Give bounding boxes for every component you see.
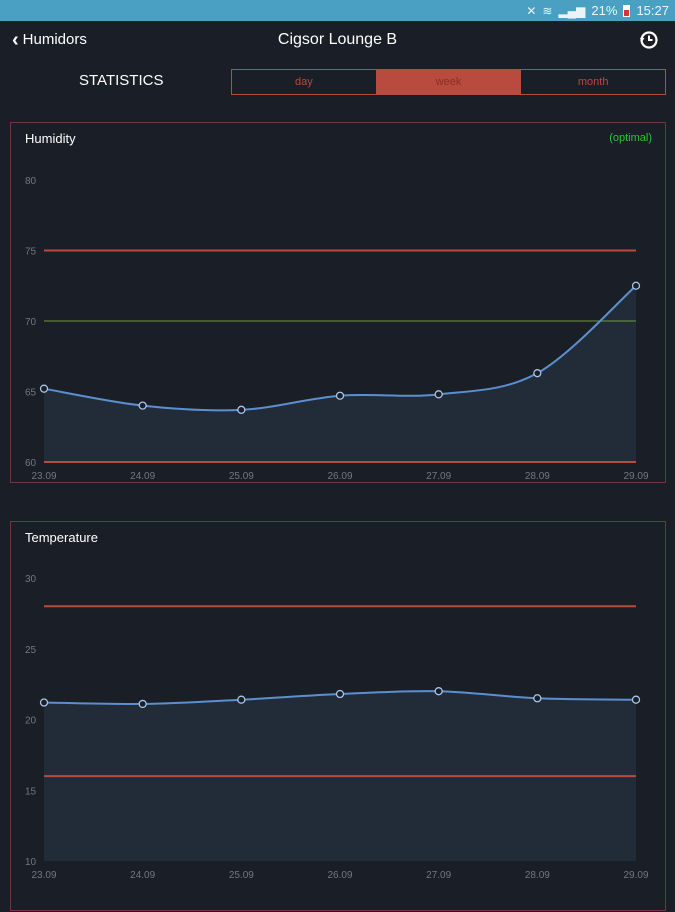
statistics-label: STATISTICS — [79, 72, 164, 89]
x-tick-label: 26.09 — [327, 870, 352, 881]
data-point-23.09 — [39, 384, 49, 393]
mute-icon: ✕ — [526, 3, 537, 18]
period-month[interactable]: month — [520, 70, 665, 94]
data-point-28.09 — [533, 369, 542, 378]
x-tick-label: 27.09 — [426, 471, 451, 482]
battery-percent: 21% — [591, 3, 618, 18]
history-icon[interactable] — [639, 30, 659, 50]
data-point-24.09 — [138, 699, 147, 709]
back-button[interactable]: ‹ Humidors — [12, 28, 87, 51]
data-point-24.09 — [138, 401, 147, 410]
data-point-29.09 — [631, 695, 641, 704]
x-tick-label: 23.09 — [31, 471, 56, 482]
clock: 15:27 — [636, 3, 669, 18]
data-point-23.09 — [39, 698, 49, 707]
data-point-26.09 — [335, 689, 345, 699]
y-tick-label: 80 — [25, 176, 37, 187]
chevron-left-icon: ‹ — [12, 28, 19, 51]
period-week[interactable]: week — [375, 70, 521, 94]
x-tick-label: 28.09 — [525, 870, 550, 881]
data-point-26.09 — [335, 391, 345, 400]
x-tick-label: 25.09 — [229, 471, 254, 482]
x-tick-label: 26.09 — [327, 471, 352, 482]
data-point-25.09 — [237, 405, 246, 414]
signal-icon: ▂▄▆ — [558, 3, 586, 18]
period-selector: day week month — [231, 69, 666, 95]
optimal-badge: (optimal) — [609, 132, 652, 144]
battery-icon — [623, 4, 631, 17]
temperature-title: Temperature — [25, 530, 98, 545]
y-tick-label: 20 — [25, 716, 37, 727]
y-tick-label: 75 — [25, 247, 37, 258]
chart-temperature: 10 15 20 25 30 23.09 24.09 25.09 26.09 27.09 28.09… — [25, 574, 649, 881]
x-tick-label: 29.09 — [623, 870, 648, 881]
y-tick-label: 25 — [25, 645, 37, 656]
x-tick-label: 24.09 — [130, 870, 155, 881]
wifi-icon: ≋ — [542, 3, 553, 18]
data-point-28.09 — [533, 694, 542, 703]
back-label: Humidors — [22, 31, 87, 48]
page-title: Cigsor Lounge B — [277, 31, 398, 48]
y-tick-label: 15 — [25, 786, 37, 797]
x-tick-label: 24.09 — [130, 471, 155, 482]
x-tick-label: 25.09 — [229, 870, 254, 881]
humidity-title: Humidity — [25, 131, 76, 146]
data-point-25.09 — [237, 695, 246, 704]
temperature-card: Temperature 10 15 20 25 30 23.09 24.09 25.09 26.… — [10, 521, 666, 911]
y-tick-label: 10 — [25, 857, 37, 868]
y-tick-label: 65 — [25, 388, 37, 399]
period-day[interactable]: day — [294, 76, 313, 88]
x-tick-label: 23.09 — [31, 870, 56, 881]
chart-humidity: 60 65 70 75 80 23.09 24.09 25.09 26.09 27.09 28.09… — [25, 176, 649, 482]
nav-bar: ‹ Humidors Cigsor Lounge B — [0, 21, 675, 61]
area-fill — [44, 285, 636, 462]
data-point-29.09 — [631, 281, 641, 290]
y-tick-label: 30 — [25, 574, 37, 585]
y-tick-label: 70 — [25, 317, 37, 328]
status-bar: ✕ ≋ ▂▄▆ 21% 15:27 — [0, 0, 675, 21]
x-tick-label: 28.09 — [525, 471, 550, 482]
x-tick-label: 29.09 — [623, 471, 648, 482]
humidity-card: Humidity (optimal) 60 65 70 75 80 23.09 24.09 2… — [10, 122, 666, 483]
data-point-27.09 — [434, 687, 443, 696]
x-tick-label: 27.09 — [426, 870, 451, 881]
y-tick-label: 60 — [25, 458, 37, 469]
data-point-27.09 — [434, 390, 443, 399]
